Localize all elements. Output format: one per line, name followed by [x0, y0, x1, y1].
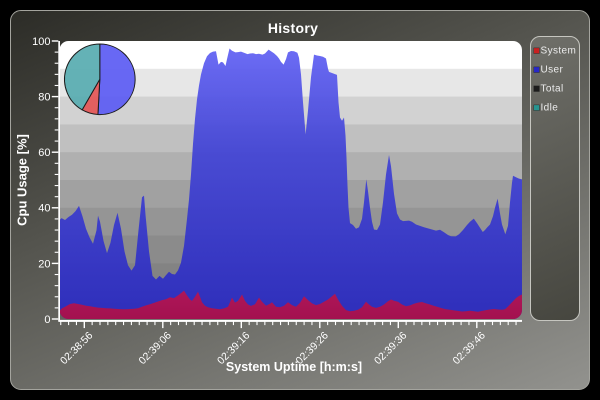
svg-text:80: 80 [38, 92, 50, 104]
svg-text:02:39:06: 02:39:06 [137, 330, 174, 367]
svg-text:Idle: Idle [541, 102, 559, 113]
svg-text:20: 20 [38, 258, 50, 270]
svg-text:100: 100 [32, 36, 50, 48]
svg-text:History: History [268, 20, 318, 36]
svg-text:60: 60 [38, 147, 50, 159]
svg-text:Total: Total [541, 83, 564, 94]
svg-text:System Uptime [h:m:s]: System Uptime [h:m:s] [226, 360, 362, 374]
svg-text:0: 0 [44, 314, 50, 326]
svg-text:02:39:46: 02:39:46 [451, 330, 488, 367]
svg-text:User: User [541, 64, 564, 75]
svg-text:System: System [541, 45, 577, 56]
svg-text:40: 40 [38, 203, 50, 215]
svg-text:Cpu Usage [%]: Cpu Usage [%] [15, 134, 30, 226]
svg-text:02:38:56: 02:38:56 [58, 330, 95, 367]
svg-text:02:39:36: 02:39:36 [372, 330, 409, 367]
